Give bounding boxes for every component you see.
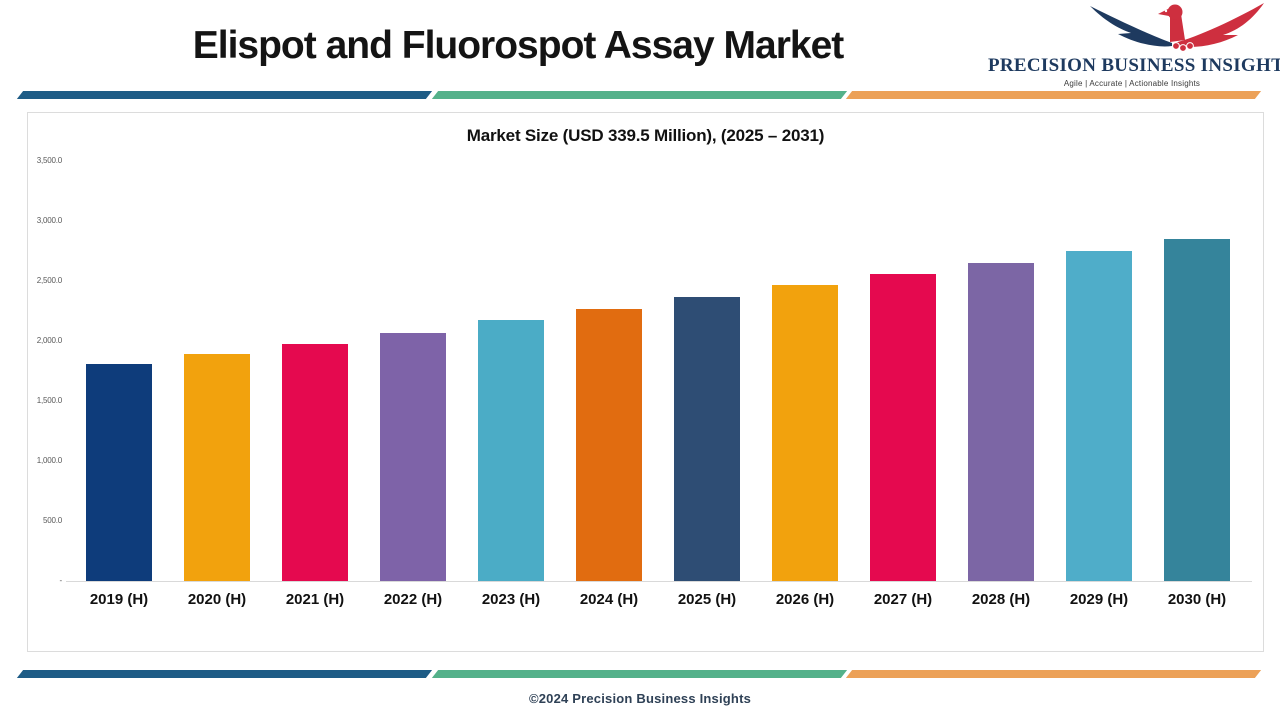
x-axis-category-label: 2027 (H) — [873, 591, 933, 608]
x-axis-category-label: 2023 (H) — [481, 591, 541, 608]
logo-tagline: Agile | Accurate | Actionable Insights — [1063, 79, 1201, 88]
bar — [380, 333, 446, 581]
page-title: Elispot and Fluorospot Assay Market — [192, 24, 845, 67]
divider-segment-orange — [846, 91, 1262, 99]
x-axis-category-label: 2026 (H) — [775, 591, 835, 608]
bar — [772, 285, 838, 581]
x-axis-line — [66, 581, 1252, 582]
bar — [968, 263, 1034, 581]
bar — [86, 364, 152, 581]
divider-segment-green — [431, 670, 847, 678]
eagle-logo-icon — [1090, 3, 1264, 52]
y-axis-tick-label: 1,000.0 — [36, 456, 62, 465]
x-axis-category-label: 2019 (H) — [89, 591, 149, 608]
x-axis-category-label: 2024 (H) — [579, 591, 639, 608]
y-axis-tick-label: 3,500.0 — [36, 156, 62, 165]
divider-segment-green — [431, 91, 847, 99]
y-axis-tick-label: 1,500.0 — [36, 396, 62, 405]
x-axis-category-label: 2022 (H) — [383, 591, 443, 608]
divider-segment-blue — [16, 91, 432, 99]
top-divider — [16, 91, 1262, 99]
bar — [1066, 251, 1132, 581]
bottom-divider — [16, 670, 1262, 678]
chart-container: Market Size (USD 339.5 Million), (2025 –… — [27, 112, 1264, 652]
plot-area: - 500.0 1,000.0 1,500.0 2,000.0 2,500.0 3,000.… — [28, 113, 1263, 651]
y-axis-tick-label: 3,000.0 — [36, 216, 62, 225]
bar — [282, 344, 348, 581]
divider-segment-orange — [846, 670, 1262, 678]
bar — [478, 320, 544, 581]
y-axis-tick-label: 2,000.0 — [36, 336, 62, 345]
bar — [1164, 239, 1230, 581]
footer-copyright: ©2024 Precision Business Insights — [528, 691, 752, 706]
x-axis-category-label: 2025 (H) — [677, 591, 737, 608]
bar — [870, 274, 936, 581]
x-axis-category-label: 2028 (H) — [971, 591, 1031, 608]
x-axis-category-label: 2030 (H) — [1167, 591, 1227, 608]
x-axis-category-label: 2020 (H) — [187, 591, 247, 608]
y-axis-tick-label: - — [59, 576, 63, 585]
bar — [576, 309, 642, 581]
divider-segment-blue — [16, 670, 432, 678]
logo-name: PRECISION BUSINESS INSIGHTS — [988, 55, 1280, 76]
y-axis-tick-label: 2,500.0 — [36, 276, 62, 285]
chart-title: Market Size (USD 339.5 Million), (2025 –… — [466, 126, 825, 145]
bar — [674, 297, 740, 581]
bar — [184, 354, 250, 581]
x-axis-category-label: 2029 (H) — [1069, 591, 1129, 608]
x-axis-category-label: 2021 (H) — [285, 591, 345, 608]
company-logo: PRECISION BUSINESS INSIGHTS Agile | Accu… — [988, 2, 1280, 88]
y-axis-tick-label: 500.0 — [42, 516, 62, 525]
